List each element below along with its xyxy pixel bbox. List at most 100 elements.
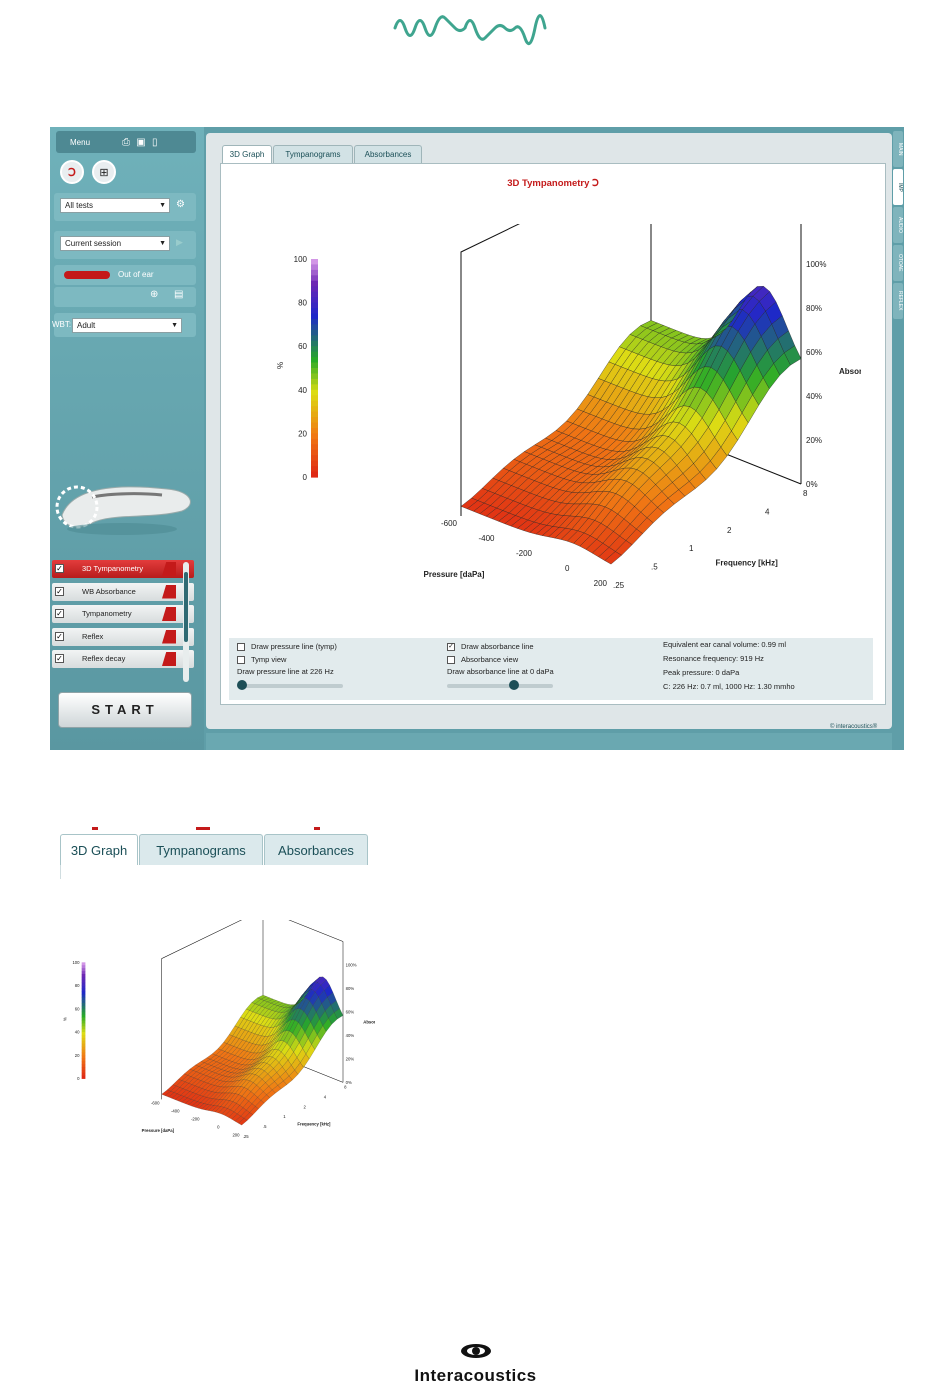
- absorbance-tick-label: 0%: [806, 480, 818, 489]
- colorbar-segment: [81, 1049, 86, 1053]
- pressure-tick-label: -200: [516, 549, 533, 558]
- test-label: WB Absorbance: [82, 586, 136, 596]
- colorbar-segment: [311, 460, 318, 467]
- right-tab[interactable]: OTOAE: [893, 245, 903, 281]
- absorbance-line-label: Draw absorbance line at 0 daPa: [447, 667, 554, 676]
- colorbar-segment: [81, 976, 86, 981]
- colorbar-tick-label: 60: [75, 1006, 80, 1011]
- ear-select-button[interactable]: Ↄ: [60, 160, 84, 184]
- colorbar-segment: [311, 455, 318, 462]
- test-item[interactable]: ✓ Reflex decay: [52, 650, 194, 668]
- save-icon[interactable]: ▣: [136, 136, 146, 148]
- colorbar-segment: [81, 1026, 86, 1030]
- absorbance-view-checkbox[interactable]: Absorbance view: [447, 655, 518, 665]
- test-item[interactable]: ✓ WB Absorbance: [52, 582, 194, 601]
- layout-button[interactable]: ⊞: [92, 160, 116, 184]
- test-list: ✓ 3D Tympanometry ✓ WB Absorbance ✓ Tympanome…: [52, 560, 194, 673]
- tab-tympanograms[interactable]: Tympanograms: [139, 834, 263, 865]
- right-tab-strip: MAIN IMP AUDIO OTOAE REFLEX: [892, 127, 904, 750]
- colorbar-segment: [81, 1066, 86, 1071]
- probe-image: [55, 485, 191, 535]
- chevron-down-icon: ▼: [159, 202, 166, 209]
- interacoustics-logo: Interacoustics: [398, 1343, 553, 1385]
- test-checkbox[interactable]: ✓: [55, 654, 64, 663]
- logo-mark-icon: [460, 1344, 491, 1358]
- wbt-select[interactable]: Adult ▼: [72, 318, 182, 333]
- slider-knob[interactable]: [237, 680, 247, 690]
- colorbar-segment: [81, 1040, 86, 1045]
- tab-tympanograms[interactable]: Tympanograms: [273, 145, 353, 163]
- colorbar-tick-label: 0: [77, 1076, 80, 1081]
- test-checkbox[interactable]: ✓: [55, 586, 64, 596]
- menu-label[interactable]: Menu: [70, 137, 91, 147]
- colorbar-segment: [81, 965, 86, 969]
- chevron-down-icon: ▼: [171, 322, 178, 329]
- test-item[interactable]: ✓ Reflex: [52, 627, 194, 646]
- frequency-tick-label: 8: [344, 1085, 347, 1090]
- colorbar-segment: [81, 991, 86, 995]
- pressure-axis-label: Pressure [daPa]: [424, 570, 485, 579]
- draw-pressure-line-checkbox[interactable]: Draw pressure line (tymp): [237, 642, 337, 652]
- right-tab[interactable]: IMP: [893, 169, 903, 205]
- colorbar-segment: [311, 318, 318, 325]
- right-tab[interactable]: MAIN: [893, 131, 903, 167]
- tab-3d-graph[interactable]: 3D Graph: [60, 834, 138, 865]
- absorbance-tick-label: 40%: [346, 1033, 355, 1038]
- start-button[interactable]: START: [58, 692, 192, 728]
- sidebar: Menu ⎙ ▣ ▯ Ↄ ⊞ All tests ▼ ⚙ Current sess…: [50, 127, 204, 750]
- colorbar-segment: [81, 1011, 86, 1015]
- absorbance-line-slider[interactable]: [447, 680, 553, 690]
- colorbar-unit: %: [63, 1017, 68, 1021]
- colorbar-segment: [81, 979, 86, 983]
- test-checkbox[interactable]: ✓: [55, 631, 64, 641]
- test-label: Reflex decay: [82, 654, 126, 663]
- peak-pressure: Peak pressure: 0 daPa: [663, 668, 740, 677]
- print-icon[interactable]: ⎙: [122, 136, 131, 148]
- colorbar: 100 80 60 40 20 0%: [63, 960, 86, 1081]
- copyright: © interacoustics®: [830, 724, 878, 730]
- pressure-tick-label: -400: [478, 534, 495, 543]
- colorbar-segment: [81, 1000, 86, 1004]
- pressure-line-label: Draw pressure line at 226 Hz: [237, 667, 334, 676]
- test-list-scrollbar[interactable]: [183, 562, 189, 682]
- colorbar-segment: [81, 1058, 86, 1062]
- test-checkbox[interactable]: ✓: [55, 609, 64, 618]
- pressure-line-slider[interactable]: [237, 680, 343, 690]
- draw-absorbance-line-checkbox[interactable]: ✓ Draw absorbance line: [447, 642, 534, 652]
- tab-absorbances[interactable]: Absorbances: [264, 834, 368, 865]
- session-select[interactable]: Current session ▼: [60, 236, 170, 251]
- absorbance-tick-label: 100%: [806, 260, 826, 269]
- add-note-icon[interactable]: ⊕: [150, 289, 159, 300]
- colorbar-segment: [81, 1035, 86, 1039]
- tymp-view-checkbox[interactable]: Tymp view: [237, 655, 286, 665]
- test-checkbox[interactable]: ✓: [55, 564, 64, 573]
- colorbar-segment: [81, 1055, 86, 1059]
- test-status-flag: [162, 562, 176, 576]
- tab-absorbances[interactable]: Absorbances: [354, 145, 422, 163]
- right-tab[interactable]: REFLEX: [893, 283, 903, 319]
- colorbar-segment: [81, 1046, 86, 1050]
- test-filter-select[interactable]: All tests ▼: [60, 198, 170, 213]
- camera-icon[interactable]: ▶: [176, 237, 183, 247]
- test-item[interactable]: ✓ Tympanometry: [52, 605, 194, 623]
- settings-icon[interactable]: ⚙: [176, 199, 185, 210]
- checkbox[interactable]: [447, 656, 455, 665]
- tab-3d-graph[interactable]: 3D Graph: [222, 145, 272, 163]
- checkbox[interactable]: ✓: [447, 643, 455, 652]
- colorbar-segment: [311, 362, 318, 369]
- checkbox[interactable]: [237, 643, 245, 652]
- colorbar-segment: [311, 280, 318, 287]
- colorbar-segment: [311, 286, 318, 293]
- colorbar-segment: [81, 997, 86, 1001]
- checkbox[interactable]: [237, 656, 245, 665]
- slider-knob[interactable]: [509, 680, 520, 690]
- test-item[interactable]: ✓ 3D Tympanometry: [52, 560, 194, 578]
- colorbar-segment: [81, 962, 86, 966]
- right-tab[interactable]: AUDIO: [893, 207, 903, 243]
- colorbar-segment: [81, 1003, 86, 1007]
- menu-bar[interactable]: Menu ⎙ ▣ ▯: [56, 131, 196, 153]
- colorbar-segment: [81, 1072, 86, 1077]
- test-status-flag: [162, 584, 176, 599]
- exit-icon[interactable]: ▯: [151, 136, 158, 148]
- notes-icon[interactable]: ▤: [174, 289, 184, 300]
